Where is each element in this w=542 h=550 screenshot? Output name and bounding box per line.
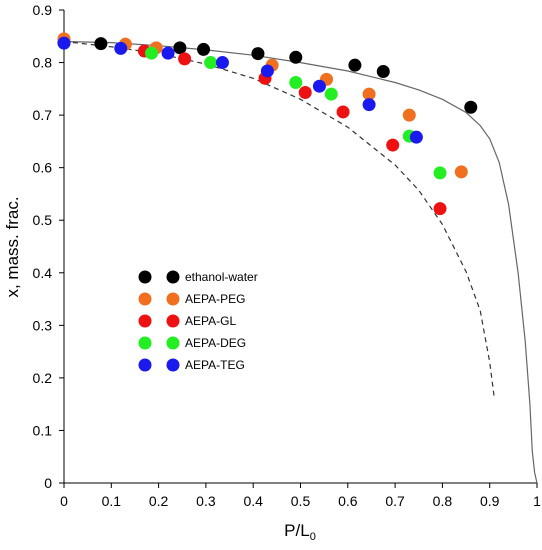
legend-marker [138,336,152,350]
y-tick-label: 0.6 [33,160,53,176]
legend-marker [138,292,152,306]
data-point [324,87,338,101]
x-tick-label: 0.5 [291,493,311,509]
legend-label: AEPA-TEG [185,358,245,372]
x-tick-label: 1 [533,493,541,509]
data-point [260,64,274,78]
data-point [402,108,416,122]
data-point [362,87,376,101]
y-tick-label: 0.2 [33,370,53,386]
data-point [289,76,303,90]
data-point [173,41,187,55]
solid-curve [63,40,538,484]
x-tick-label: 0.7 [385,493,405,509]
legend-label: AEPA-DEG [185,336,246,350]
y-tick-label: 0.3 [33,317,53,333]
data-point [215,56,229,70]
data-point [57,36,71,50]
x-tick-label: 0.2 [149,493,169,509]
data-point [298,86,312,100]
legend-marker [166,270,180,284]
data-point [433,202,447,216]
x-tick-label: 0.3 [196,493,216,509]
x-tick-label: 0.6 [338,493,358,509]
legend-marker [166,336,180,350]
y-tick-label: 0 [44,475,52,491]
data-point [433,166,447,180]
legend-label: AEPA-GL [185,314,236,328]
y-tick-label: 0.8 [33,55,53,71]
x-tick-label: 0.4 [243,493,263,509]
data-point [145,46,159,60]
x-tick-label: 0.1 [102,493,122,509]
data-points [57,32,478,216]
data-point [362,98,376,112]
data-point [161,46,175,60]
data-point [348,58,362,72]
dashed-curve [63,40,495,399]
data-point [312,79,326,93]
legend: ethanol-water AEPA-PEG AEPA-GL AEPA-DEG AEPA… [138,270,258,372]
legend-marker [166,292,180,306]
data-point [197,42,211,56]
data-point [204,56,218,70]
data-point [409,130,423,144]
y-tick-label: 0.4 [33,265,53,281]
data-point [178,52,192,66]
data-point [114,41,128,55]
legend-label: AEPA-PEG [185,292,245,306]
legend-marker [166,314,180,328]
x-tick-label: 0.8 [433,493,453,509]
x-tick-label: 0.9 [480,493,500,509]
y-ticks: 0 0.1 0.2 0.3 0.4 0.5 0.6 0.7 0.8 0.9 [33,2,64,491]
data-point [376,64,390,78]
data-point [289,50,303,64]
legend-label: ethanol-water [185,270,258,284]
data-point [94,37,108,51]
data-point [464,100,478,114]
x-ticks: 0 0.1 0.2 0.3 0.4 0.5 0.6 0.7 0.8 0.9 1 [60,483,541,509]
legend-marker [138,270,152,284]
x-tick-label: 0 [60,493,68,509]
legend-marker [138,358,152,372]
x-axis-title: P/L0 [284,521,316,543]
data-point [386,138,400,152]
y-axis-title: x, mass. frac. [3,196,22,297]
y-tick-label: 0.5 [33,212,53,228]
y-tick-label: 0.1 [33,422,53,438]
data-point [336,105,350,119]
y-tick-label: 0.7 [33,107,53,123]
legend-marker [166,358,180,372]
data-point [251,47,265,61]
data-point [454,165,468,179]
y-tick-label: 0.9 [33,2,53,18]
legend-marker [138,314,152,328]
